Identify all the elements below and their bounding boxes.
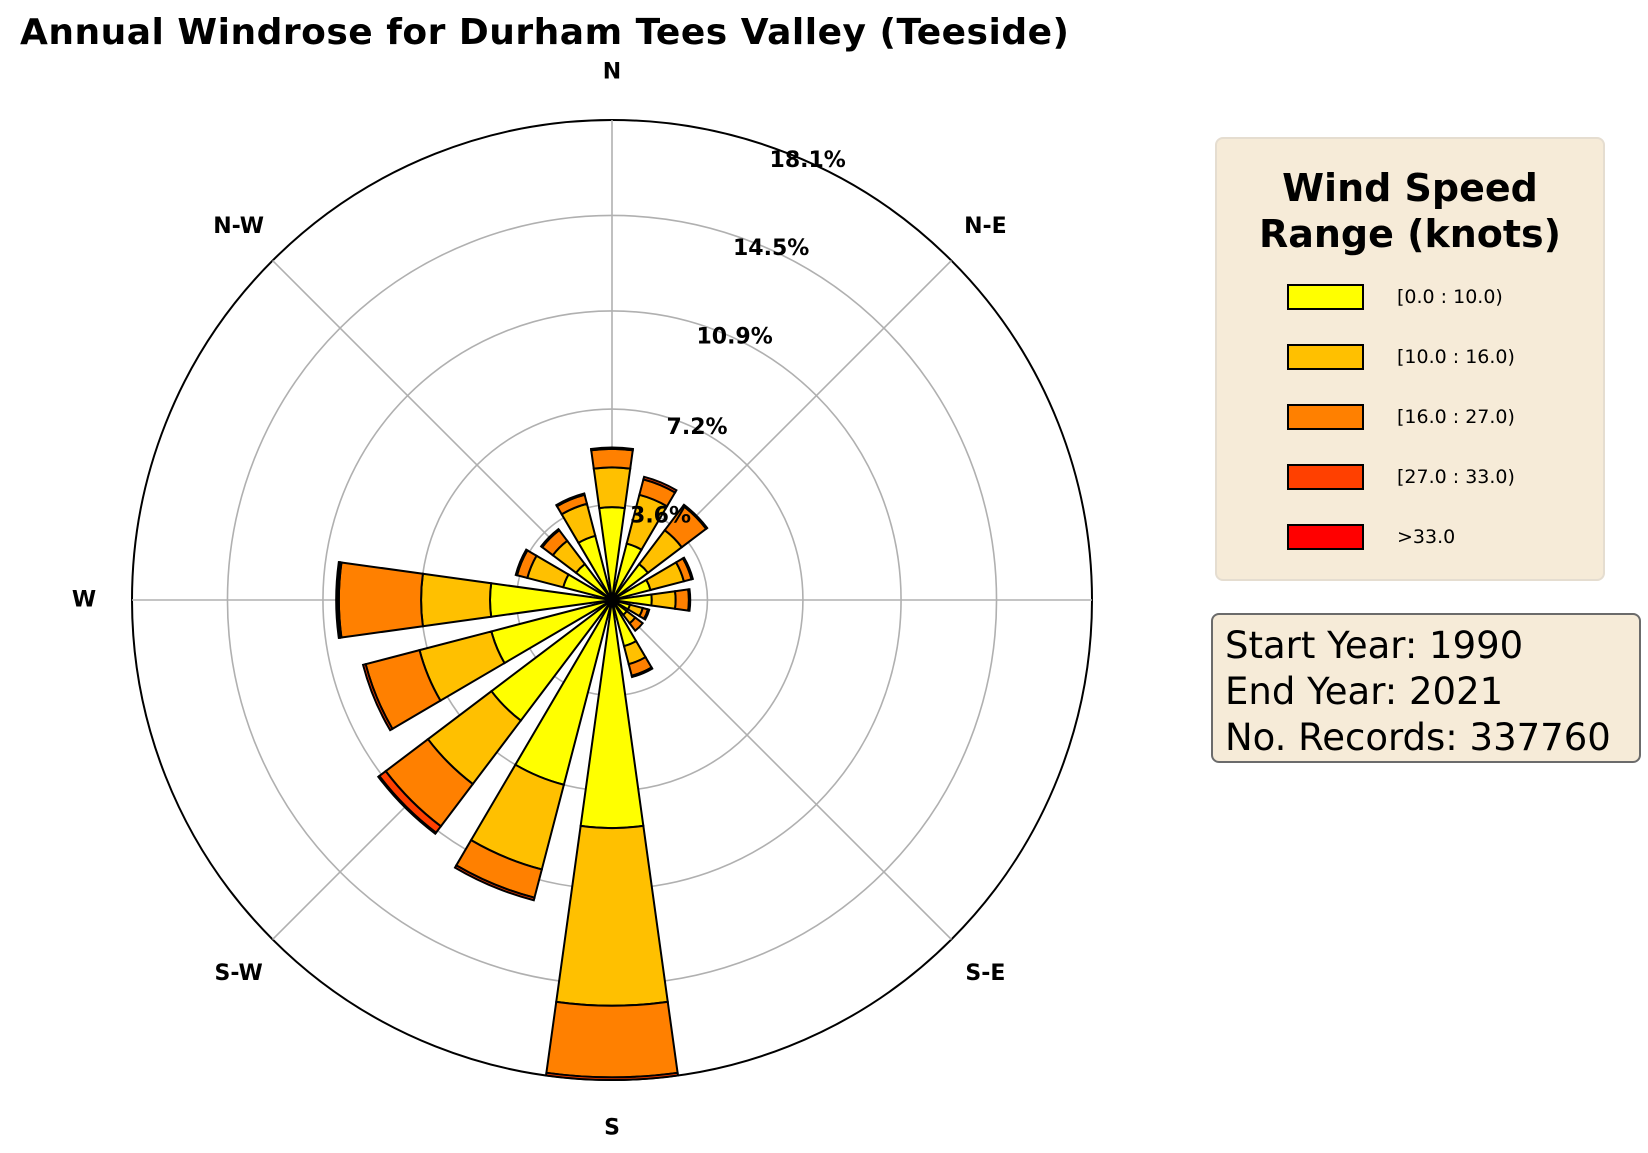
windrose-bar-segment [681,503,709,531]
windrose-bar-segment [650,590,677,610]
windrose-bar-segment [544,1071,680,1081]
legend-swatch [1287,344,1364,370]
legend-title-line2: Range (knots) [1258,212,1562,256]
legend: Wind Speed Range (knots) [0.0 : 10.0) [1… [1215,137,1605,581]
windrose-bar-segment [376,774,438,836]
ring-label: 10.9% [696,324,772,349]
windrose-bar-segment [673,588,690,612]
windrose-bar-segment [420,572,493,628]
grid-spoke [611,599,952,940]
legend-label: [10.0 : 16.0) [1397,346,1515,368]
legend-swatch [1287,464,1364,490]
windrose-bar-segment [590,447,634,470]
legend-swatch [1287,404,1364,430]
legend-label: [16.0 : 27.0) [1397,406,1515,428]
windrose-bar-segment [579,599,645,829]
start-year: Start Year: 1990 [1225,624,1524,667]
windrose-bar-segment [642,475,678,494]
windrose-bar-segment [554,492,586,508]
direction-label: N [603,60,621,85]
end-year: End Year: 2021 [1225,670,1504,713]
windrose-bar-segment [589,446,635,452]
windrose-bar-segment [681,556,695,581]
polar-labels: NN-EES-ESS-WWN-W3.6%7.2%10.9%14.5%18.1% [72,60,1007,1141]
ring-label: 7.2% [667,415,728,440]
ring-label: 18.1% [770,148,846,173]
ring-label: 3.6% [630,503,691,528]
legend-title: Wind Speed Range (knots) [1217,165,1603,257]
windrose-bar-segment [555,824,669,1007]
windrose-bars [335,446,709,1081]
legend-label: [27.0 : 33.0) [1397,466,1515,488]
direction-label: N-E [964,214,1007,239]
legend-swatch [1287,284,1364,310]
direction-label: S-E [965,961,1005,986]
legend-label: >33.0 [1397,526,1456,548]
windrose-chart: NN-EES-ESS-WWN-W3.6%7.2%10.9%14.5%18.1% [72,60,1093,1141]
direction-label: S-W [215,961,263,986]
record-count: No. Records: 337760 [1225,716,1611,759]
legend-swatch [1287,524,1364,550]
windrose-bar-segment [687,588,692,612]
legend-title-line1: Wind Speed [1282,166,1538,210]
info-box: Start Year: 1990 End Year: 2021 No. Reco… [1211,613,1641,763]
windrose-bar-segment [539,527,561,549]
windrose-bar-segment [545,1000,679,1079]
windrose-bar-segment [592,466,632,510]
windrose-bar-segment [642,608,651,621]
direction-label: N-W [213,214,264,239]
legend-label: [0.0 : 10.0) [1397,286,1503,308]
direction-label: W [72,588,96,613]
windrose-bar-segment [453,863,536,902]
direction-label: S [604,1116,620,1141]
windrose-bar-segment [630,666,654,679]
windrose-bar-segment [335,560,342,640]
ring-label: 14.5% [733,236,809,261]
windrose-bar-segment [514,548,529,577]
chart-title: Annual Windrose for Durham Tees Valley (… [20,12,1070,53]
windrose-bar-segment [628,616,645,633]
windrose-bar-segment [337,561,425,639]
windrose-bar-segment [361,662,394,732]
